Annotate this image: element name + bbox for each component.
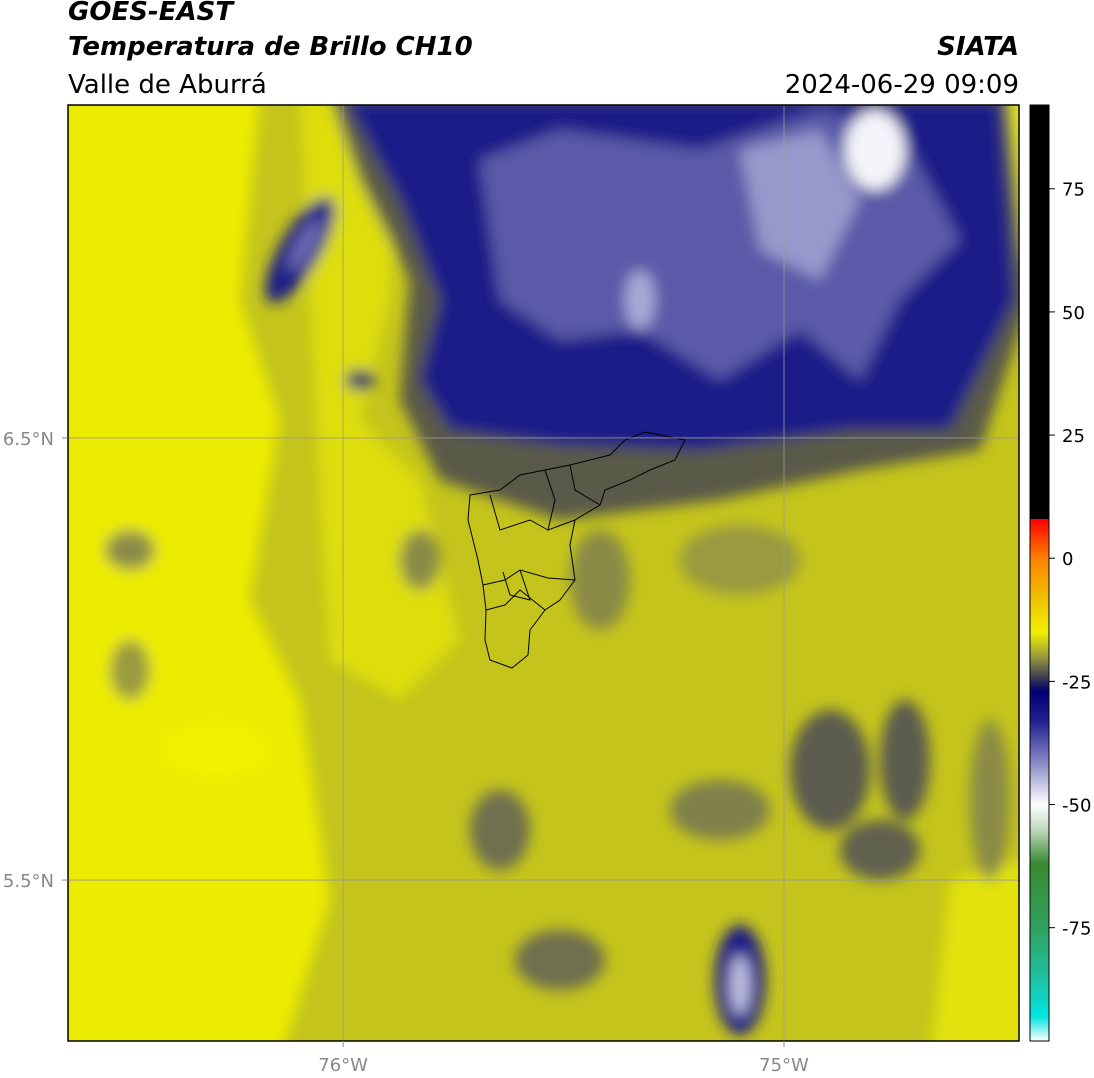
valley-boundary — [467, 431, 686, 669]
datetime: 2024-06-29 09:09 — [785, 70, 1019, 100]
map-frame — [67, 104, 1020, 1042]
title: GOES-EAST — [68, 0, 235, 27]
colorbar-tick-label: -75 — [1062, 919, 1091, 940]
y-tick-label: 6.5°N — [3, 429, 54, 450]
subtitle: Temperatura de Brillo CH10 — [68, 32, 473, 62]
colorbar-tick-label: -50 — [1062, 796, 1091, 817]
colorbar-tick-label: 0 — [1062, 549, 1073, 570]
colorbar-tick-label: 50 — [1062, 303, 1085, 324]
region: Valle de Aburrá — [68, 70, 267, 100]
colorbar — [1029, 104, 1050, 1042]
x-tick-label: 75°W — [759, 1055, 809, 1076]
colorbar-tick-label: -25 — [1062, 672, 1091, 693]
grid — [68, 105, 1019, 1041]
x-tick-label: 76°W — [318, 1055, 368, 1076]
y-tick-label: 5.5°N — [3, 871, 54, 892]
satellite-image — [68, 105, 1019, 1041]
colorbar-tick-label: 75 — [1062, 180, 1085, 201]
colorbar-tick-label: 25 — [1062, 426, 1085, 447]
source: SIATA — [937, 32, 1019, 62]
